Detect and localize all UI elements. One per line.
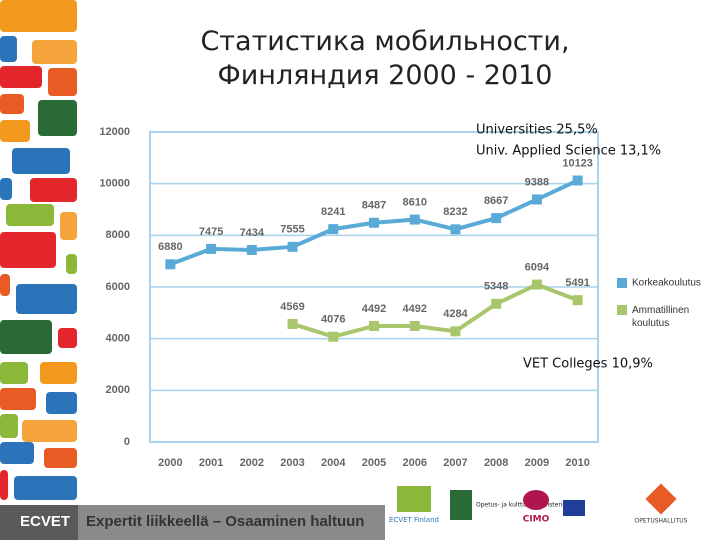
footer-brand: ECVET xyxy=(20,513,70,530)
y-tick-label: 12000 xyxy=(99,126,130,138)
point-marker xyxy=(409,320,420,331)
data-label: 9388 xyxy=(525,176,549,188)
point-marker xyxy=(287,241,298,252)
logo-okm: Opetus- ja kulttuuri-ministeriö xyxy=(476,502,566,509)
footer-slogan: Expertit liikkeellä – Osaaminen haltuun xyxy=(86,513,364,530)
point-marker xyxy=(246,244,257,255)
point-marker xyxy=(165,259,176,270)
legend-label: Korkeakoulutus xyxy=(632,278,701,289)
logo-oph: OPETUSHALLITUS xyxy=(635,518,688,525)
point-marker xyxy=(491,298,502,309)
data-label: 5348 xyxy=(484,281,508,293)
point-marker xyxy=(287,318,298,329)
point-marker xyxy=(369,320,379,331)
series-line xyxy=(291,282,579,339)
y-tick-label: 8000 xyxy=(106,229,130,241)
logo-ecvet: ECVET Finland xyxy=(389,516,439,524)
point-marker xyxy=(572,175,583,186)
x-tick-label: 2009 xyxy=(525,457,549,469)
data-label: 4492 xyxy=(362,303,386,315)
legend-swatch xyxy=(617,305,627,315)
data-label: 10123 xyxy=(562,157,593,169)
y-tick-label: 10000 xyxy=(99,178,130,190)
data-label: 8667 xyxy=(484,195,508,207)
point-marker xyxy=(328,331,339,342)
legend-label-line: koulutus xyxy=(632,318,669,329)
data-label: 8232 xyxy=(443,206,467,218)
legend-label: Ammatillinen koulutus xyxy=(632,305,689,329)
data-label: 6094 xyxy=(525,261,550,273)
point-marker xyxy=(409,214,420,225)
x-tick-label: 2005 xyxy=(362,457,386,469)
decoration xyxy=(0,0,385,540)
point-marker xyxy=(531,279,542,290)
chart-title: Статистика мобильности, Финляндия 2000 - … xyxy=(200,26,569,91)
y-tick-label: 4000 xyxy=(106,333,130,345)
logos: ECVET Finland Opetus- ja kulttuuri-minis… xyxy=(389,483,688,525)
x-tick-label: 2010 xyxy=(565,457,589,469)
point-marker xyxy=(491,213,502,224)
data-label: 5491 xyxy=(565,277,589,289)
title-line: Финляндия 2000 - 2010 xyxy=(218,60,553,91)
x-tick-label: 2001 xyxy=(199,457,223,469)
title-line: Статистика мобильности, xyxy=(200,26,569,57)
data-label: 7434 xyxy=(240,227,265,239)
data-label: 4284 xyxy=(443,308,468,320)
point-marker xyxy=(450,326,461,337)
point-marker xyxy=(450,224,461,235)
y-tick-label: 6000 xyxy=(106,281,130,293)
x-tick-label: 2004 xyxy=(321,457,346,469)
logo-cimo: CIMO xyxy=(523,515,550,525)
annotation: VET Colleges 10,9% xyxy=(523,357,653,372)
point-marker xyxy=(328,224,339,235)
y-tick-label: 2000 xyxy=(106,384,130,396)
point-marker xyxy=(531,194,542,205)
data-label: 8487 xyxy=(362,200,386,212)
data-label: 7555 xyxy=(280,224,304,236)
y-tick-label: 0 xyxy=(124,436,130,448)
legend-swatch xyxy=(617,278,627,288)
legend-label-line: Ammatillinen xyxy=(632,305,689,316)
data-label: 8610 xyxy=(402,196,426,208)
point-marker xyxy=(572,295,583,306)
x-tick-label: 2006 xyxy=(402,457,426,469)
data-label: 7475 xyxy=(199,226,223,238)
data-label: 6880 xyxy=(158,241,182,253)
x-tick-label: 2000 xyxy=(158,457,182,469)
annotation: Universities 25,5% xyxy=(476,123,598,138)
point-marker xyxy=(369,217,379,228)
x-tick-label: 2003 xyxy=(280,457,304,469)
x-tick-label: 2008 xyxy=(484,457,508,469)
point-marker xyxy=(206,243,217,254)
data-label: 8241 xyxy=(321,206,345,218)
annotation: Univ. Applied Science 13,1% xyxy=(476,144,661,159)
data-label: 4492 xyxy=(402,303,426,315)
data-label: 4569 xyxy=(280,301,304,313)
data-label: 4076 xyxy=(321,314,345,326)
x-tick-label: 2002 xyxy=(240,457,264,469)
x-tick-label: 2007 xyxy=(443,457,467,469)
